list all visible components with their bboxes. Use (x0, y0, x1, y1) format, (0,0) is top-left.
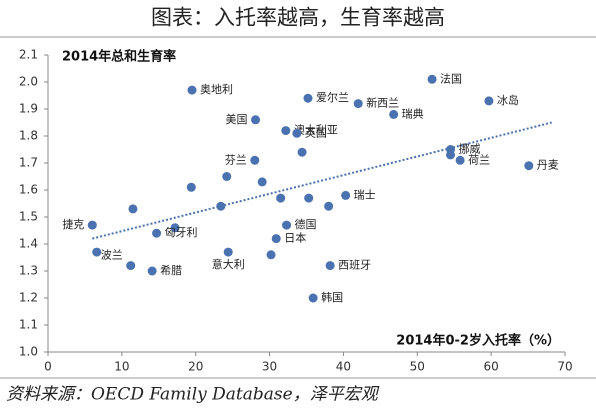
point-label: 希腊 (160, 263, 182, 277)
point (92, 247, 102, 257)
point (353, 99, 363, 109)
point (308, 293, 318, 303)
point (292, 128, 302, 138)
point (282, 220, 292, 230)
point (297, 147, 307, 157)
y-tick-label: 1.3 (19, 264, 38, 278)
point (484, 96, 494, 106)
x-axis-title: 2014年0-2岁入托率（%） (396, 333, 560, 349)
point-label: 冰岛 (497, 93, 519, 107)
trend-line (92, 121, 552, 240)
point (271, 234, 281, 244)
point (216, 201, 226, 211)
y-tick-label: 1.8 (19, 129, 38, 143)
point-label: 荷兰 (468, 153, 490, 166)
point (147, 266, 157, 276)
point-label: 挪威 (459, 142, 481, 156)
x-tick-label: 20 (188, 360, 203, 374)
chart-title: 图表：入托率越高，生育率越高 (151, 6, 445, 30)
source: 资料来源：OECD Family Database，泽平宏观 (6, 385, 380, 405)
point-label: 匈牙利 (165, 225, 198, 239)
point (126, 261, 136, 271)
point (222, 172, 232, 181)
x-tick-label: 50 (410, 360, 425, 374)
point (325, 261, 335, 271)
point-label: 德国 (295, 217, 317, 231)
point (303, 93, 313, 103)
x-tick-label: 0 (44, 360, 52, 374)
point-label: 芬兰 (225, 153, 247, 166)
point (170, 223, 180, 233)
point (276, 193, 286, 203)
point-label: 意大利 (212, 257, 245, 271)
point-label: 波兰 (101, 249, 123, 262)
y-tick-label: 1.7 (19, 156, 38, 170)
point-label: 丹麦 (537, 159, 559, 172)
point (304, 193, 314, 203)
point-label: 韩国 (321, 290, 343, 304)
point (257, 177, 267, 187)
y-tick-label: 1.0 (19, 345, 38, 359)
y-tick-label: 2.1 (19, 48, 38, 62)
x-tick-label: 60 (484, 360, 499, 374)
point-label: 爱尔兰 (316, 91, 349, 104)
x-tick-label: 10 (114, 360, 129, 374)
y-tick-label: 1.1 (19, 318, 38, 332)
point (324, 201, 334, 211)
point-label: 澳大利亚 (294, 123, 338, 137)
point (223, 247, 233, 257)
point-label: 捷克 (62, 217, 84, 231)
point (128, 204, 138, 214)
y-tick-label: 1.2 (19, 291, 38, 305)
point (250, 155, 260, 165)
point-label: 瑞士 (354, 187, 376, 201)
point (446, 150, 456, 160)
point-label: 奥地利 (200, 82, 233, 96)
point (281, 126, 291, 136)
y-tick-label: 1.4 (19, 237, 38, 251)
point (251, 115, 261, 125)
point-label: 日本 (284, 231, 306, 245)
point (341, 190, 351, 200)
x-tick-label: 40 (336, 360, 351, 374)
point (427, 74, 437, 84)
x-tick-label: 30 (262, 360, 277, 374)
y-tick-label: 1.5 (19, 210, 38, 224)
point-label: 英国 (305, 125, 327, 139)
point-label: 西班牙 (338, 259, 371, 272)
point (187, 85, 197, 95)
point (87, 220, 97, 230)
point-label: 美国 (226, 113, 248, 126)
point (389, 109, 399, 119)
point (524, 161, 534, 171)
point-label: 瑞典 (402, 106, 424, 120)
point (266, 250, 276, 260)
y-tick-label: 1.9 (19, 102, 38, 116)
y-axis-title: 2014年总和生育率 (62, 49, 176, 65)
point (186, 182, 196, 192)
point-label: 新西兰 (366, 96, 399, 110)
point-label: 法国 (440, 71, 462, 85)
y-tick-label: 2.0 (19, 75, 38, 89)
point (152, 228, 162, 238)
x-tick-label: 70 (557, 360, 572, 374)
y-tick-label: 1.6 (19, 183, 38, 197)
point (455, 155, 465, 165)
